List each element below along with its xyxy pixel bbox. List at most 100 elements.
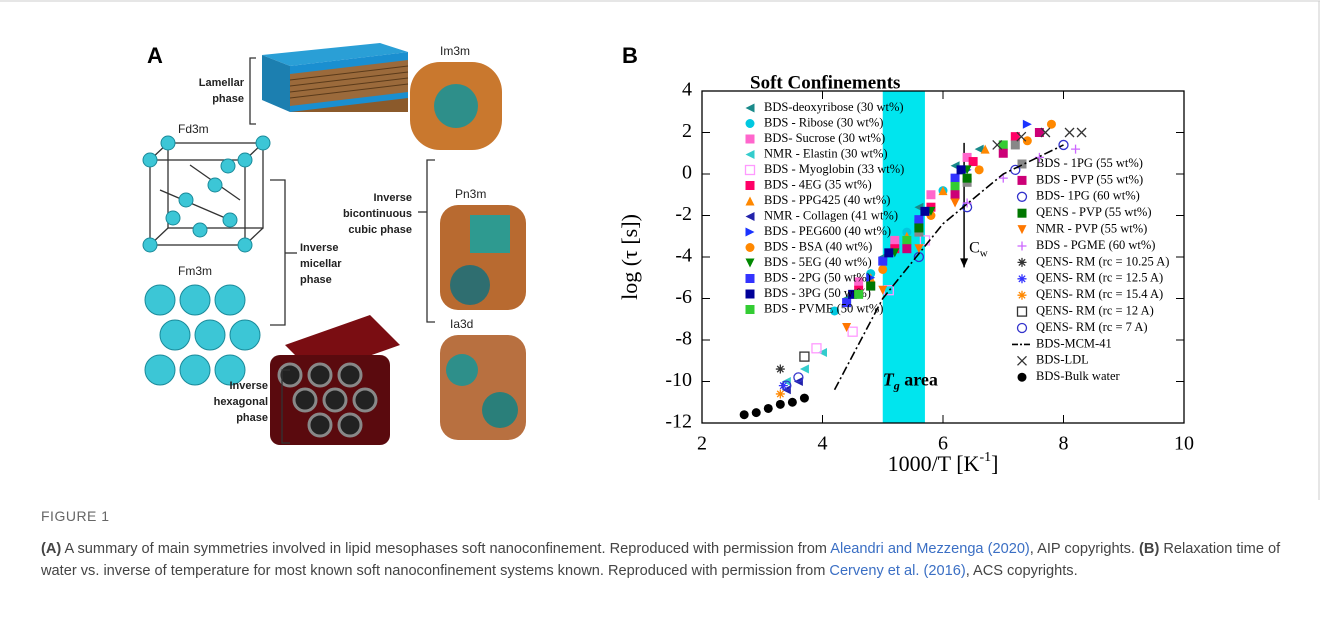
y-tick-label: 2 (682, 120, 692, 142)
marker (1023, 136, 1032, 145)
legend-label: BDS - 4EG (35 wt%) (764, 177, 872, 191)
x-label-sup: -1 (979, 450, 991, 465)
cw-sub: w (980, 247, 988, 259)
marker (866, 282, 875, 291)
marker (800, 365, 809, 374)
diagram-label: Ia3d (450, 317, 473, 331)
cw-annotation: Cw (969, 239, 988, 259)
legend-marker (746, 181, 755, 190)
marker (878, 257, 887, 266)
legend-marker (1018, 242, 1027, 251)
legend-marker (1018, 258, 1027, 267)
legend-label: NMR - Elastin (30 wt%) (764, 146, 888, 160)
marker (1077, 128, 1086, 137)
legend-marker (746, 104, 755, 113)
panel-label: B (622, 43, 638, 68)
legend-label: BDS - BSA (40 wt%) (764, 239, 872, 253)
marker (957, 165, 966, 174)
legend-marker (746, 290, 755, 299)
cw-main: C (969, 239, 980, 256)
y-tick-label: -6 (675, 286, 692, 308)
legend-marker (746, 150, 755, 159)
legend-label: QENS- RM (rc = 7 A) (1036, 320, 1148, 334)
diagram-label: cubic phase (348, 224, 412, 236)
diagram-label: Lamellar (199, 77, 245, 89)
marker (902, 236, 911, 245)
tg-annotation: Tg area (883, 370, 938, 393)
legend-marker (746, 305, 755, 314)
panel-label: A (147, 43, 163, 68)
marker (951, 199, 960, 208)
legend-label: BDS-Bulk water (1036, 369, 1121, 383)
legend-marker (1018, 209, 1027, 218)
legend-marker (746, 259, 755, 268)
marker (920, 207, 929, 216)
legend-label: BDS - PVP (55 wt%) (1036, 172, 1143, 186)
legend-marker (1018, 307, 1027, 316)
marker (963, 174, 972, 183)
diagram-label: Pn3m (455, 187, 486, 201)
legend-label: BDS-deoxyribose (30 wt%) (764, 100, 904, 114)
legend-label: NMR - PVP (55 wt%) (1036, 221, 1147, 235)
legend-label: QENS - PVP (55 wt%) (1036, 205, 1152, 219)
diagram-label: Inverse (229, 380, 268, 392)
legend-label: QENS- RM (rc = 15.4 A) (1036, 287, 1163, 301)
caption-text: , AIP copyrights. (1030, 541, 1139, 557)
marker (1047, 120, 1056, 129)
legend-label: BDS - PPG425 (40 wt%) (764, 193, 890, 207)
legend-marker (746, 274, 755, 283)
y-tick-label: -10 (665, 369, 692, 391)
diagram-label: Fd3m (178, 122, 209, 136)
marker (740, 410, 749, 419)
legend-marker (1018, 291, 1027, 300)
diagram-label: Inverse (373, 192, 412, 204)
caption-text: (B) (1139, 541, 1159, 557)
diagram-label: hexagonal (214, 396, 268, 408)
legend-marker (1018, 324, 1027, 333)
cw-arrowhead (960, 258, 968, 267)
legend-marker (746, 197, 755, 206)
marker (951, 182, 960, 191)
diagram-label: phase (236, 412, 268, 424)
diagram-label: bicontinuous (343, 208, 412, 220)
marker (788, 398, 797, 407)
legend-marker (1018, 176, 1027, 185)
legend-label: BDS-LDL (1036, 353, 1089, 367)
marker (1011, 140, 1020, 149)
marker (902, 244, 911, 253)
marker (800, 394, 809, 403)
caption-link[interactable]: Aleandri and Mezzenga (2020) (830, 541, 1030, 557)
marker (848, 327, 857, 336)
marker (1065, 128, 1074, 137)
figure-label: FIGURE 1 (41, 508, 110, 524)
legend-marker (746, 119, 755, 128)
marker (951, 190, 960, 199)
legend-marker (1018, 373, 1027, 382)
caption-text: , ACS copyrights. (966, 563, 1078, 579)
marker (854, 290, 863, 299)
x-axis-label: 1000/T [K-1] (888, 450, 999, 476)
legend-marker (746, 166, 755, 175)
marker (752, 408, 761, 417)
marker (1071, 145, 1080, 154)
legend-marker (746, 243, 755, 252)
marker (776, 365, 785, 374)
legend-marker (746, 135, 755, 144)
legend-label: QENS- RM (rc = 12.5 A) (1036, 271, 1163, 285)
legend-label: QENS- RM (rc = 12 A) (1036, 303, 1154, 317)
diagram-label: Inverse (300, 242, 339, 254)
legend-marker (1018, 274, 1027, 283)
chart-title: Soft Confinements (750, 72, 900, 93)
legend-label: NMR - Collagen (41 wt%) (764, 208, 898, 222)
x-tick-label: 2 (697, 433, 707, 455)
y-tick-label: 4 (682, 79, 692, 101)
legend-marker (1018, 225, 1027, 234)
marker (914, 223, 923, 232)
marker (878, 265, 887, 274)
y-tick-label: -4 (675, 245, 692, 267)
x-tick-label: 4 (818, 433, 828, 455)
caption-link[interactable]: Cerveny et al. (2016) (829, 563, 965, 579)
marker (926, 190, 935, 199)
legend-label: BDS - 2PG (50 wt%) (764, 270, 871, 284)
x-label-rest: ] (991, 451, 998, 476)
